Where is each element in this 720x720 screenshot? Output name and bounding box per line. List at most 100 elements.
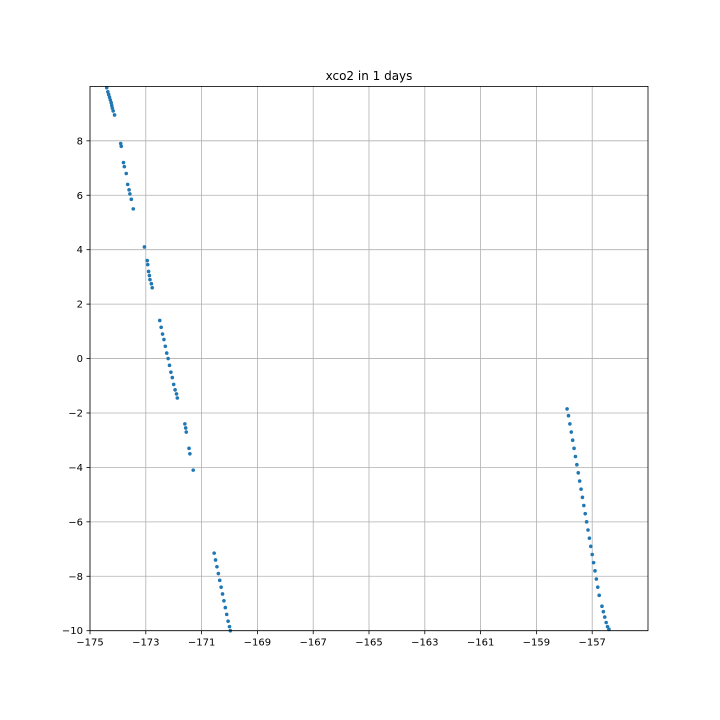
data-point — [149, 281, 154, 286]
data-point — [108, 98, 113, 102]
data-point — [107, 95, 112, 100]
data-point — [591, 560, 596, 565]
data-point — [145, 262, 150, 267]
data-point — [121, 160, 126, 165]
data-point — [164, 351, 169, 355]
x-tick-label: −169 — [244, 638, 271, 649]
y-tick-label: 2 — [77, 300, 83, 311]
data-point — [148, 277, 152, 282]
data-point — [593, 569, 597, 573]
x-tick-label: −165 — [355, 638, 382, 649]
data-point — [131, 207, 136, 211]
data-point — [160, 332, 165, 336]
data-point — [582, 503, 586, 508]
y-tick-label: −8 — [68, 572, 83, 583]
x-tick-label: −159 — [523, 638, 550, 649]
data-point — [605, 624, 610, 629]
data-point — [159, 325, 163, 330]
data-point — [590, 552, 594, 557]
data-point — [575, 462, 579, 467]
data-point — [106, 90, 110, 94]
data-point — [217, 578, 222, 583]
data-point — [586, 528, 590, 532]
data-point — [568, 422, 572, 426]
data-point — [173, 388, 177, 392]
y-tick-label: −6 — [68, 517, 83, 528]
data-point — [219, 585, 223, 589]
data-point — [580, 495, 585, 500]
data-point — [222, 598, 226, 603]
data-point — [167, 363, 172, 368]
data-point — [145, 258, 149, 263]
y-tick-label: −4 — [68, 463, 83, 474]
data-point — [191, 468, 196, 472]
y-tick-label: −10 — [62, 626, 83, 637]
data-point — [213, 558, 218, 562]
data-point — [600, 604, 604, 609]
data-point — [215, 564, 219, 569]
data-point — [220, 592, 225, 596]
x-tick-label: −173 — [132, 638, 159, 649]
data-point — [569, 430, 574, 434]
data-point — [112, 113, 117, 117]
data-point — [106, 92, 111, 97]
data-point — [142, 245, 147, 249]
data-point — [150, 285, 155, 290]
data-point — [122, 164, 127, 169]
data-point — [183, 422, 187, 426]
y-axis: −10 −8 −6 −4 −2 0 2 4 6 8 — [62, 136, 90, 637]
data-point — [118, 141, 123, 146]
data-point — [594, 577, 599, 581]
data-point — [573, 454, 578, 459]
data-point — [166, 356, 170, 361]
data-point — [601, 609, 606, 614]
y-tick-label: 4 — [77, 245, 83, 256]
data-point — [129, 197, 134, 202]
data-point — [224, 612, 229, 617]
data-point — [227, 624, 232, 629]
data-point — [146, 269, 151, 274]
data-point — [223, 605, 228, 610]
data-point — [584, 520, 589, 524]
data-point — [577, 479, 582, 483]
x-tick-label: −175 — [76, 638, 103, 649]
data-point — [572, 446, 576, 451]
data-point — [109, 103, 114, 108]
data-point — [597, 593, 601, 598]
data-point — [127, 188, 131, 192]
data-point — [104, 85, 109, 90]
data-point — [174, 392, 179, 396]
y-tick-label: 0 — [77, 354, 83, 365]
data-point — [128, 192, 132, 196]
x-tick-label: −161 — [467, 638, 494, 649]
y-tick-label: 8 — [77, 136, 83, 147]
data-point — [589, 544, 593, 549]
data-point — [607, 627, 611, 632]
data-point — [565, 407, 569, 411]
data-point — [147, 273, 152, 278]
data-point — [169, 370, 173, 374]
data-point — [119, 144, 124, 149]
data-point — [188, 452, 192, 456]
data-point — [183, 426, 188, 430]
data-point — [184, 430, 189, 434]
y-tick-label: −2 — [68, 408, 83, 419]
x-tick-label: −167 — [299, 638, 326, 649]
data-point — [163, 344, 168, 349]
y-tick-label: 6 — [77, 191, 83, 202]
data-point — [226, 619, 230, 623]
x-tick-label: −163 — [411, 638, 438, 649]
data-point — [212, 551, 216, 555]
data-point — [595, 585, 600, 589]
data-point — [216, 571, 221, 576]
data-point — [604, 620, 608, 625]
data-point — [110, 106, 115, 110]
data-point — [109, 100, 114, 105]
data-point — [175, 396, 180, 400]
grid-lines — [89, 86, 648, 632]
x-axis: −175 −173 −171 −169 −167 −165 −163 −161 −159 −157 — [76, 630, 606, 649]
data-point — [111, 109, 115, 113]
data-point — [162, 337, 166, 342]
data-point — [566, 413, 571, 418]
